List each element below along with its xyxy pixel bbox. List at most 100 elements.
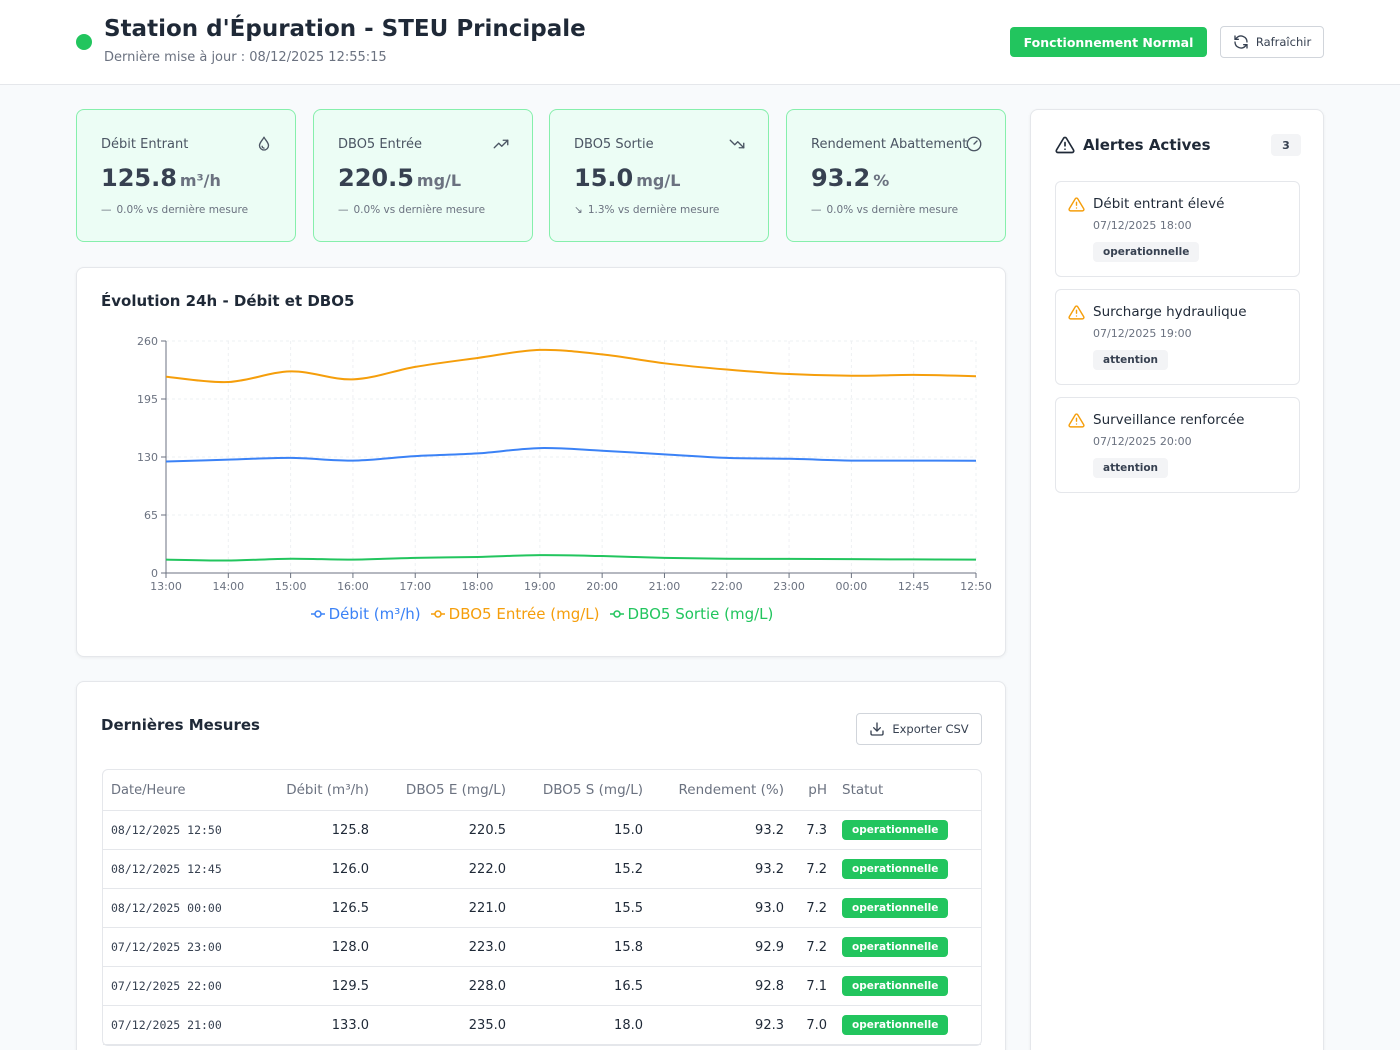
cell-value: 92.9 bbox=[755, 939, 784, 955]
page-title: Station d'Épuration - STEU Principale bbox=[104, 16, 586, 42]
column-header[interactable]: DBO5 S (mg/L) bbox=[542, 782, 643, 798]
kpi-card-debit-entrant: Débit Entrant 125.8 m³/h —0.0% vs dernièr… bbox=[76, 109, 296, 242]
legend-line-marker-icon bbox=[609, 610, 624, 618]
table-row[interactable]: 08/12/2025 12:45 126.0 222.0 15.2 93.2 7.2 ope… bbox=[103, 850, 981, 889]
cell-value: 125.8 bbox=[331, 822, 369, 838]
refresh-button-label: Rafraîchir bbox=[1255, 35, 1312, 49]
cell-value: 15.2 bbox=[614, 861, 643, 877]
table-row[interactable]: 07/12/2025 21:00 133.0 235.0 18.0 92.3 7.0 ope… bbox=[103, 1006, 981, 1045]
operating-status-button[interactable]: Fonctionnement Normal bbox=[1010, 27, 1207, 57]
app-header: Station d'Épuration - STEU Principale De… bbox=[0, 0, 1400, 85]
warning-icon bbox=[1068, 413, 1085, 428]
column-header[interactable]: Rendement (%) bbox=[678, 782, 784, 798]
kpi-change: —0.0% vs dernière mesure bbox=[101, 204, 249, 216]
legend-item[interactable]: Débit (m³/h) bbox=[310, 605, 421, 623]
kpi-value: 220.5 mg/L bbox=[338, 164, 462, 192]
cell-status: operationnelle bbox=[842, 1006, 949, 1044]
table-row[interactable]: 07/12/2025 23:00 128.0 223.0 15.8 92.9 7.2 ope… bbox=[103, 928, 981, 967]
cell-value: 228.0 bbox=[468, 978, 506, 994]
alert-timestamp: 07/12/2025 19:00 bbox=[1093, 327, 1192, 340]
cell-value: 93.0 bbox=[755, 900, 784, 916]
kpi-card-dbo5-entree: DBO5 Entrée 220.5 mg/L —0.0% vs dernière … bbox=[313, 109, 533, 242]
cell-value: 15.5 bbox=[614, 900, 643, 916]
alerts-count-badge: 3 bbox=[1271, 134, 1301, 156]
cell-value: 92.8 bbox=[755, 978, 784, 994]
y-tick-label: 260 bbox=[137, 335, 158, 348]
cell-value: 126.5 bbox=[331, 900, 369, 916]
column-header[interactable]: DBO5 E (mg/L) bbox=[405, 782, 506, 798]
cell-value: 221.0 bbox=[468, 900, 506, 916]
legend-item[interactable]: DBO5 Sortie (mg/L) bbox=[609, 605, 773, 623]
cell-value: 7.1 bbox=[806, 978, 827, 994]
y-tick-label: 65 bbox=[144, 509, 158, 522]
kpi-change: ↘ 1.3% vs dernière mesure bbox=[574, 204, 720, 216]
alert-timestamp: 07/12/2025 20:00 bbox=[1093, 435, 1192, 448]
cell-value: 128.0 bbox=[331, 939, 369, 955]
series-line bbox=[165, 348, 977, 384]
alert-tag-badge: attention bbox=[1093, 458, 1169, 478]
status-badge: operationnelle bbox=[842, 1015, 949, 1035]
measurements-title: Dernières Mesures bbox=[101, 716, 260, 734]
x-tick-label: 19:00 bbox=[524, 580, 556, 593]
chart-title: Évolution 24h - Débit et DBO5 bbox=[101, 292, 355, 310]
kpi-value: 93.2% bbox=[811, 164, 890, 192]
gauge-icon bbox=[966, 136, 982, 152]
cell-value: 126.0 bbox=[331, 861, 369, 877]
x-tick-label: 23:00 bbox=[773, 580, 805, 593]
kpi-value: 15.0 mg/L bbox=[574, 164, 681, 192]
table-row[interactable]: 07/12/2025 22:00 129.5 228.0 16.5 92.8 7.1 ope… bbox=[103, 967, 981, 1006]
cell-value: 220.5 bbox=[468, 822, 506, 838]
cell-status: operationnelle bbox=[842, 967, 949, 1005]
table-row[interactable]: 08/12/2025 00:00 126.5 221.0 15.5 93.0 7.2 ope… bbox=[103, 889, 981, 928]
cell-value: 235.0 bbox=[468, 1017, 506, 1033]
export-csv-button[interactable]: Exporter CSV bbox=[856, 713, 982, 745]
refresh-button[interactable]: Rafraîchir bbox=[1220, 26, 1324, 58]
column-header[interactable]: pH bbox=[808, 782, 827, 798]
refresh-icon bbox=[1234, 35, 1248, 49]
chart-legend: Débit (m³/h) DBO5 Entrée (mg/L) DBO5 Sorti… bbox=[77, 605, 1007, 623]
x-tick-label: 17:00 bbox=[399, 580, 431, 593]
download-icon bbox=[870, 722, 885, 736]
x-tick-label: 22:00 bbox=[711, 580, 743, 593]
kpi-unit: % bbox=[873, 171, 890, 190]
cell-value: 7.2 bbox=[806, 900, 827, 916]
status-indicator-dot bbox=[76, 34, 92, 50]
cell-value: 223.0 bbox=[468, 939, 506, 955]
trend-flat-icon: — bbox=[338, 204, 349, 216]
table-row[interactable]: 08/12/2025 12:50 125.8 220.5 15.0 93.2 7.3 ope… bbox=[103, 811, 981, 850]
legend-item[interactable]: DBO5 Entrée (mg/L) bbox=[430, 605, 600, 623]
x-tick-label: 18:00 bbox=[462, 580, 494, 593]
measurements-card: Dernières Mesures Exporter CSV Date/Heur… bbox=[76, 681, 1006, 1050]
measurements-table: Date/Heure Débit (m³/h) DBO5 E (mg/L) DB… bbox=[102, 769, 982, 1046]
export-csv-label: Exporter CSV bbox=[892, 722, 969, 736]
column-header[interactable]: Statut bbox=[842, 782, 884, 798]
droplet-icon bbox=[258, 136, 270, 151]
kpi-card-rendement: Rendement Abattement 93.2% —0.0% vs dern… bbox=[786, 109, 1006, 242]
chart-card: Évolution 24h - Débit et DBO5 0 65 130 195 2… bbox=[76, 267, 1006, 657]
column-header[interactable]: Date/Heure bbox=[111, 782, 186, 798]
cell-value: 7.2 bbox=[806, 861, 827, 877]
cell-value: 16.5 bbox=[614, 978, 643, 994]
kpi-value: 125.8 m³/h bbox=[101, 164, 221, 192]
alert-tag-badge: attention bbox=[1093, 350, 1169, 370]
table-header-row: Date/Heure Débit (m³/h) DBO5 E (mg/L) DB… bbox=[103, 770, 981, 811]
kpi-change: —0.0% vs dernière mesure bbox=[338, 204, 486, 216]
legend-line-marker-icon bbox=[430, 610, 445, 618]
series-line bbox=[165, 447, 977, 463]
cell-value: 7.3 bbox=[806, 822, 827, 838]
column-header[interactable]: Débit (m³/h) bbox=[286, 782, 369, 798]
alert-item[interactable]: Surveillance renforcée 07/12/2025 20:00 at… bbox=[1055, 397, 1300, 493]
kpi-unit: mg/L bbox=[636, 171, 681, 190]
alert-item[interactable]: Surcharge hydraulique 07/12/2025 19:00 att… bbox=[1055, 289, 1300, 385]
cell-datetime: 08/12/2025 00:00 bbox=[111, 901, 222, 915]
warning-triangle-icon bbox=[1055, 136, 1075, 154]
x-tick-label: 20:00 bbox=[586, 580, 618, 593]
kpi-label: Débit Entrant bbox=[101, 137, 189, 152]
kpi-card-dbo5-sortie: DBO5 Sortie 15.0 mg/L ↘ 1.3% vs dernière m… bbox=[549, 109, 769, 242]
kpi-unit: m³/h bbox=[179, 171, 221, 190]
kpi-label: Rendement Abattement bbox=[811, 137, 968, 152]
x-tick-label: 21:00 bbox=[649, 580, 681, 593]
y-tick-label: 130 bbox=[137, 451, 158, 464]
cell-datetime: 07/12/2025 22:00 bbox=[111, 979, 222, 993]
alert-item[interactable]: Débit entrant élevé 07/12/2025 18:00 opera… bbox=[1055, 181, 1300, 277]
